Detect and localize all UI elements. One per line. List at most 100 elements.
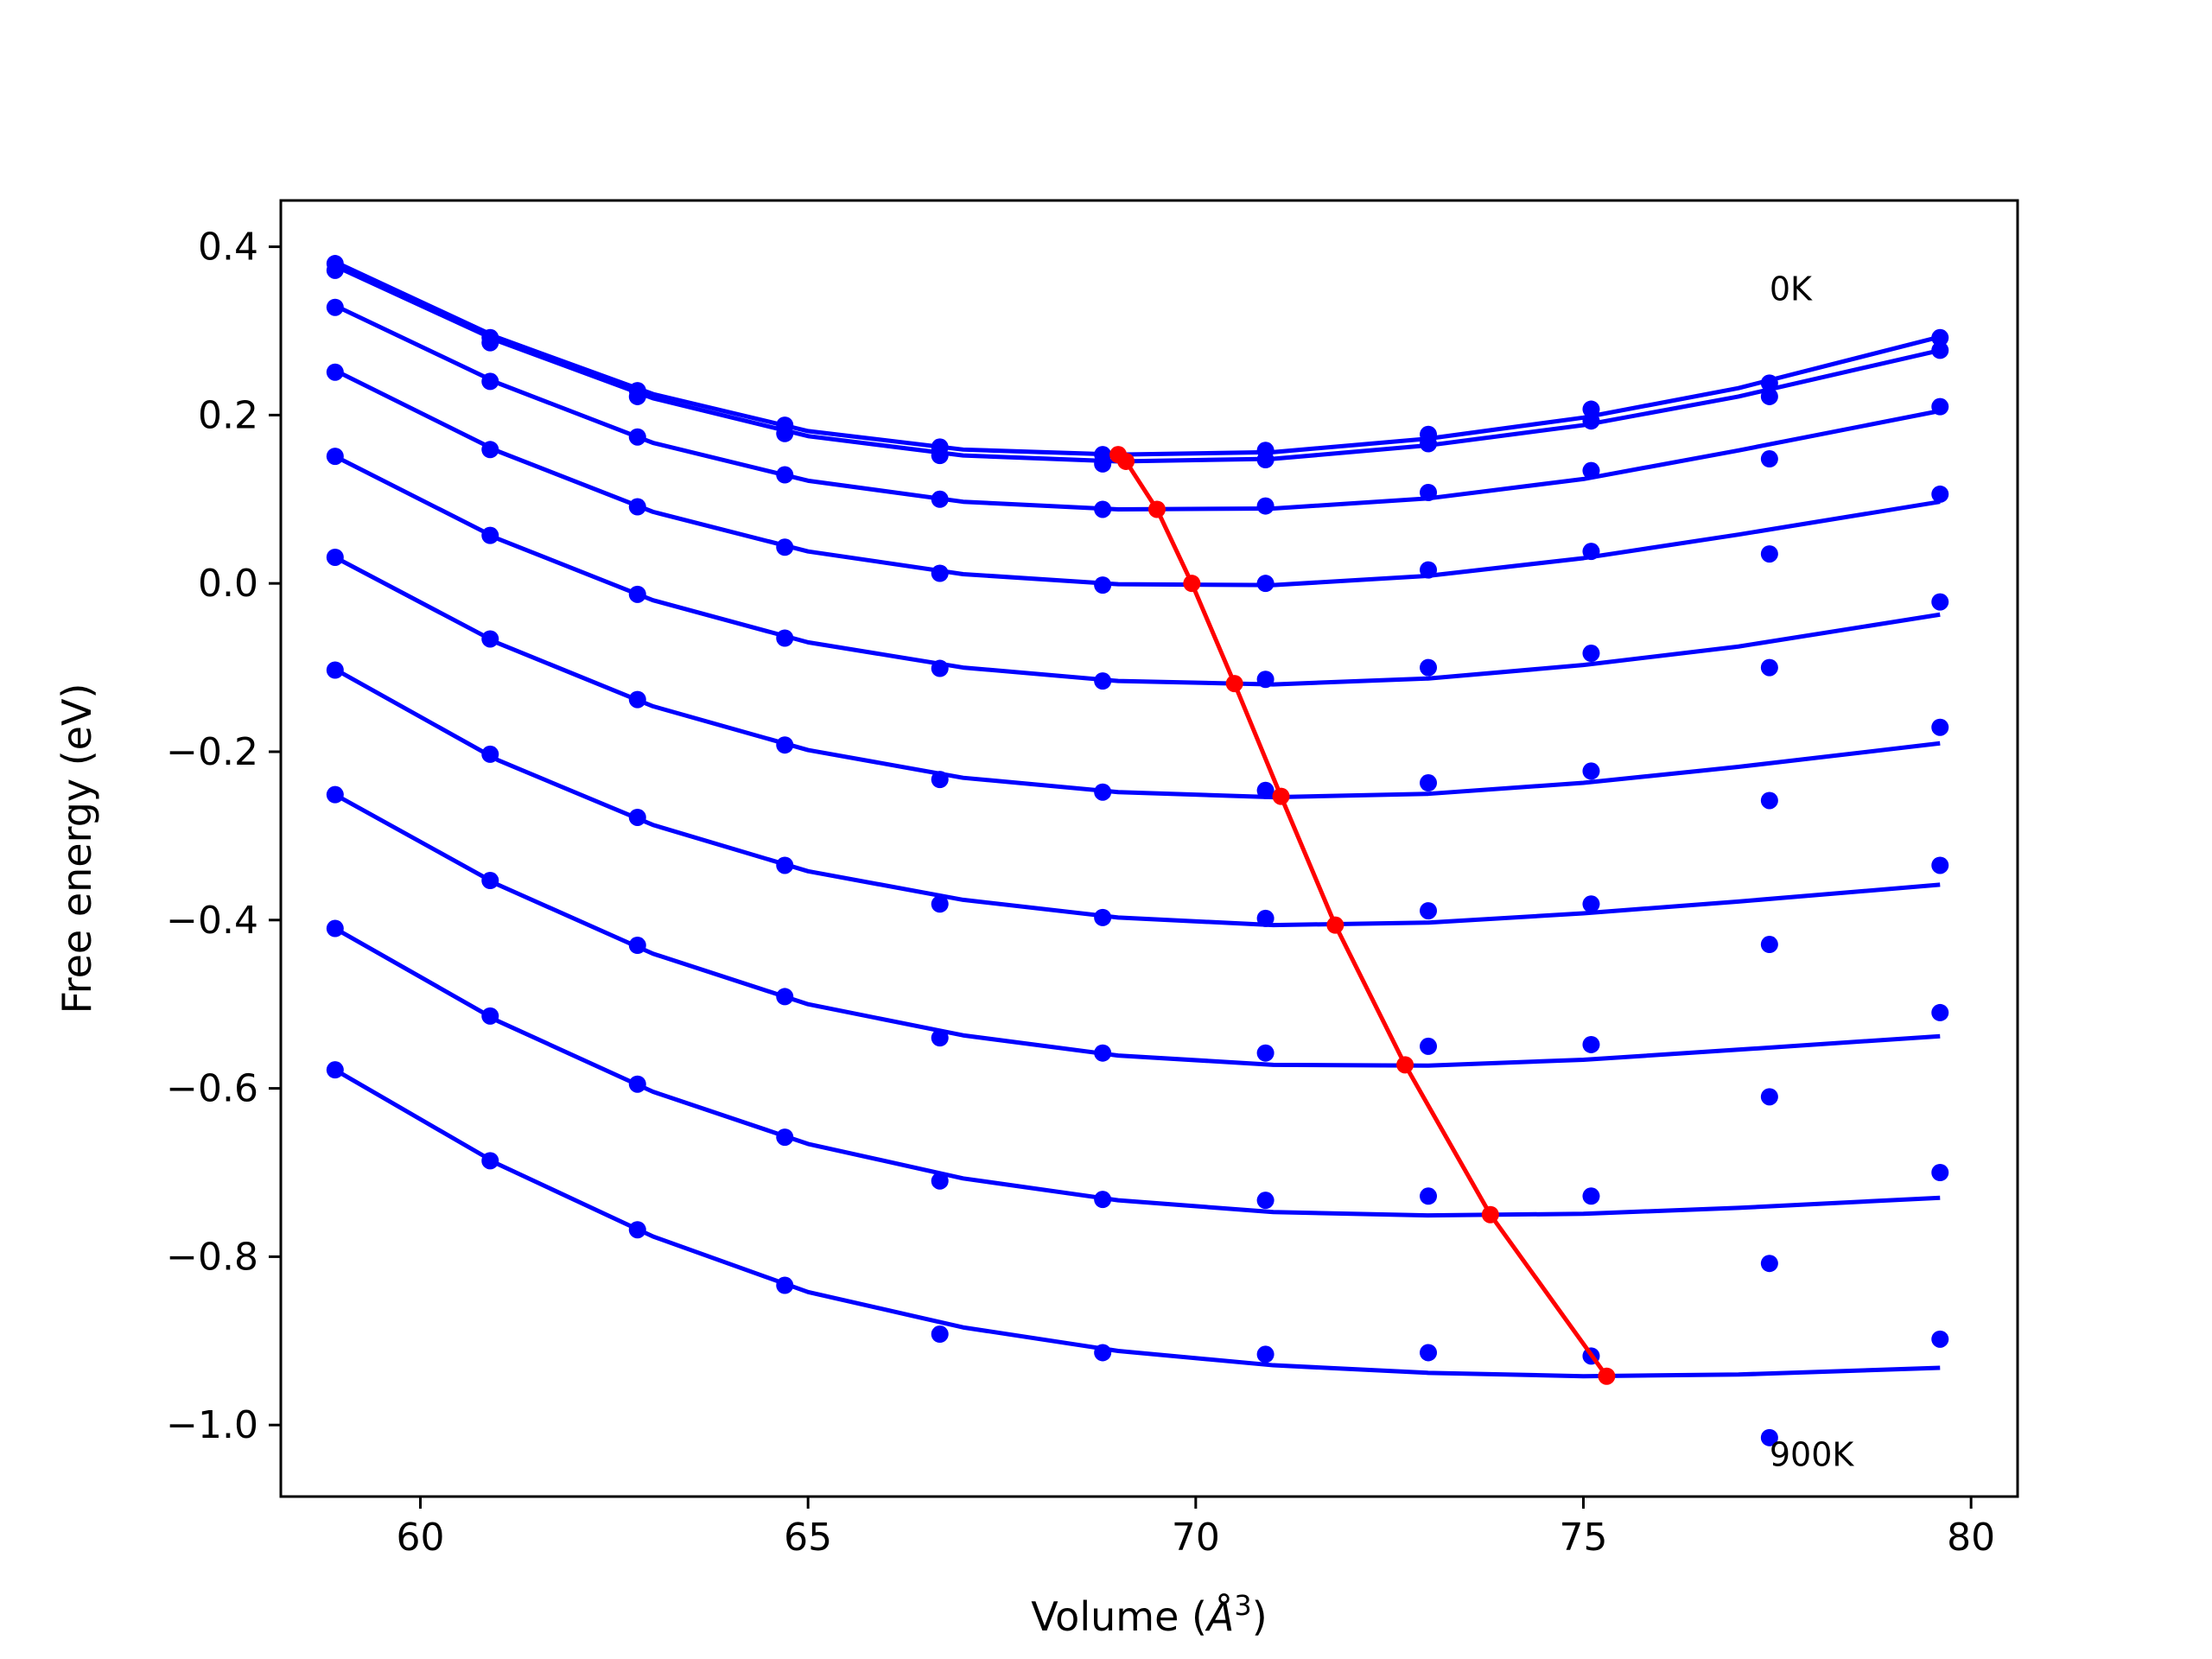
x-tick-label-0: 60 — [397, 1516, 445, 1560]
data-point-200K-9 — [1760, 450, 1778, 468]
data-point-900K-0 — [326, 1061, 344, 1079]
y-axis-label: Free energy (eV) — [54, 683, 100, 1014]
data-point-100K-1 — [481, 334, 499, 352]
data-point-400K-8 — [1582, 645, 1600, 663]
data-point-200K-10 — [1931, 397, 1949, 416]
data-point-700K-7 — [1420, 1037, 1438, 1055]
data-point-300K-5 — [1094, 576, 1112, 594]
y-tick-label-0: 0.4 — [198, 226, 258, 270]
data-point-300K-10 — [1931, 485, 1949, 503]
data-point-700K-2 — [628, 937, 646, 955]
data-point-300K-1 — [481, 441, 499, 459]
data-point-500K-6 — [1256, 781, 1274, 799]
data-point-400K-0 — [326, 448, 344, 466]
data-point-500K-3 — [776, 736, 794, 754]
x-tick-label-4: 80 — [1947, 1516, 1995, 1560]
data-point-300K-8 — [1582, 543, 1600, 561]
data-point-400K-3 — [776, 629, 794, 647]
data-point-800K-9 — [1760, 1255, 1778, 1273]
data-point-600K-6 — [1256, 909, 1274, 927]
data-point-600K-2 — [628, 808, 646, 826]
data-point-100K-4 — [931, 447, 949, 465]
data-point-400K-7 — [1420, 658, 1438, 677]
data-point-600K-1 — [481, 745, 499, 763]
data-point-200K-6 — [1256, 497, 1274, 515]
data-point-400K-4 — [931, 659, 949, 677]
fit-curve-600K — [334, 667, 1941, 928]
data-point-100K-5 — [1094, 454, 1112, 473]
data-point-200K-5 — [1094, 500, 1112, 518]
fit-curve-900K — [334, 1068, 1941, 1379]
minimum-point-8 — [1481, 1205, 1499, 1224]
data-point-300K-7 — [1420, 561, 1438, 579]
y-tick-label-1: 0.2 — [198, 393, 258, 437]
annotation-0k: 0K — [1770, 270, 1813, 308]
data-point-500K-5 — [1094, 783, 1112, 801]
data-point-500K-4 — [931, 771, 949, 789]
data-point-100K-3 — [776, 424, 794, 442]
data-point-700K-9 — [1760, 1088, 1778, 1106]
data-point-700K-0 — [326, 785, 344, 804]
y-tick-label-4: −0.4 — [166, 899, 258, 943]
x-tick-label-1: 65 — [784, 1516, 832, 1560]
data-point-400K-9 — [1760, 658, 1778, 677]
plot-area — [326, 255, 1949, 1446]
data-point-600K-9 — [1760, 936, 1778, 954]
axes-frame — [279, 199, 2019, 1498]
data-point-700K-3 — [776, 988, 794, 1006]
data-point-900K-2 — [628, 1221, 646, 1239]
minimum-point-7 — [1396, 1056, 1414, 1074]
annotation-900k: 900K — [1770, 1435, 1855, 1473]
data-point-900K-6 — [1256, 1345, 1274, 1363]
data-point-300K-3 — [776, 538, 794, 556]
fit-curve-700K — [334, 792, 1941, 1068]
data-point-900K-10 — [1931, 1330, 1949, 1348]
data-point-600K-8 — [1582, 895, 1600, 913]
data-point-800K-5 — [1094, 1191, 1112, 1209]
data-point-200K-3 — [776, 466, 794, 484]
y-tick-label-2: 0.0 — [198, 562, 258, 606]
data-point-800K-3 — [776, 1128, 794, 1147]
data-point-300K-4 — [931, 564, 949, 582]
data-point-200K-1 — [481, 372, 499, 391]
data-point-700K-1 — [481, 872, 499, 890]
data-point-900K-5 — [1094, 1344, 1112, 1362]
data-point-800K-7 — [1420, 1187, 1438, 1205]
data-point-800K-4 — [931, 1172, 949, 1190]
y-tick-label-7: −1.0 — [166, 1403, 258, 1447]
data-point-700K-6 — [1256, 1044, 1274, 1062]
data-point-300K-9 — [1760, 545, 1778, 563]
equilibrium-volume-line — [1116, 453, 1609, 1378]
data-point-100K-0 — [326, 261, 344, 279]
data-point-900K-1 — [481, 1152, 499, 1170]
data-point-200K-7 — [1420, 483, 1438, 501]
x-tick-label-2: 70 — [1172, 1516, 1220, 1560]
data-point-100K-7 — [1420, 435, 1438, 453]
axes: 60 65 70 75 80 0.4 0.2 0.0 −0.2 −0.4 −0.6 −0.8 −1.0 — [166, 226, 1995, 1560]
minimum-point-6 — [1326, 916, 1344, 934]
minimum-point-5 — [1272, 787, 1290, 805]
data-point-500K-2 — [628, 690, 646, 709]
data-point-200K-2 — [628, 428, 646, 446]
data-point-500K-9 — [1760, 791, 1778, 810]
fit-curve-300K — [334, 368, 1941, 588]
data-point-300K-6 — [1256, 575, 1274, 593]
data-point-200K-8 — [1582, 461, 1600, 480]
data-point-400K-5 — [1094, 672, 1112, 690]
minimum-point-9 — [1598, 1367, 1616, 1385]
data-point-100K-9 — [1760, 387, 1778, 405]
data-point-800K-0 — [326, 919, 344, 938]
data-point-700K-5 — [1094, 1044, 1112, 1062]
fit-curve-800K — [334, 926, 1941, 1218]
data-point-600K-3 — [776, 856, 794, 874]
y-tick-label-3: −0.2 — [166, 730, 258, 774]
data-point-900K-9 — [1760, 1428, 1778, 1446]
data-point-800K-8 — [1582, 1187, 1600, 1205]
data-point-0K-10 — [1931, 328, 1949, 346]
data-point-200K-4 — [931, 490, 949, 508]
data-point-600K-7 — [1420, 902, 1438, 920]
minimum-point-1 — [1117, 452, 1135, 470]
fit-curve-200K — [334, 303, 1941, 512]
